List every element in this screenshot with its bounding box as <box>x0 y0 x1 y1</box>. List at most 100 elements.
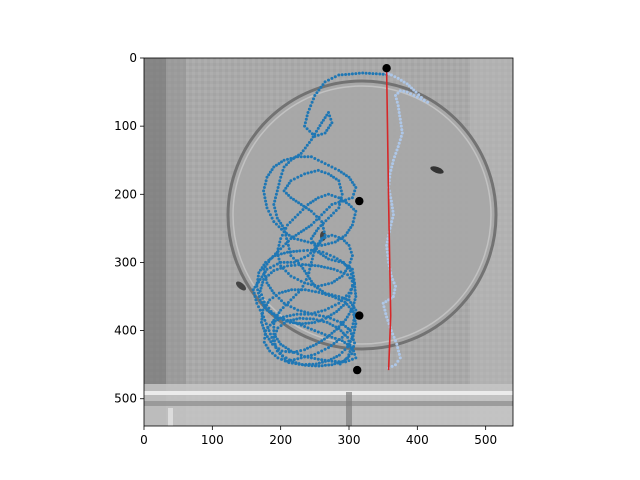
trajectory-point <box>291 218 295 222</box>
trajectory-point <box>313 169 317 173</box>
trajectory-point <box>323 363 327 367</box>
trajectory-point <box>257 295 261 298</box>
trajectory-point <box>267 283 271 287</box>
trajectory-point <box>327 172 330 176</box>
trajectory-point <box>314 197 318 201</box>
trajectory-point <box>321 118 325 122</box>
trajectory-point <box>330 331 334 335</box>
trajectory-point <box>289 196 293 200</box>
trajectory-point <box>308 277 312 281</box>
trajectory-point <box>286 157 289 161</box>
trajectory-point <box>335 278 339 281</box>
trajectory-point <box>273 332 277 336</box>
trajectory-point <box>261 280 265 284</box>
ticks: 0 100 200 300 400 500 0 100 200 300 400 500 <box>114 51 497 447</box>
trajectory-point <box>314 364 317 368</box>
trajectory-point <box>389 168 393 172</box>
trajectory-point <box>264 303 268 307</box>
trajectory-point <box>388 172 392 176</box>
trajectory-point <box>286 272 290 275</box>
trajectory-point <box>333 279 336 283</box>
trajectory-point <box>328 123 332 127</box>
trajectory-point <box>385 315 389 319</box>
trajectory-point <box>409 92 412 96</box>
trajectory-point <box>353 325 357 329</box>
trajectory-point <box>306 171 310 175</box>
trajectory-point <box>276 326 280 330</box>
trajectory-point <box>327 205 331 209</box>
trajectory-point <box>391 216 395 220</box>
trajectory-point <box>299 279 303 283</box>
trajectory-point <box>347 359 351 363</box>
trajectory-point <box>273 319 277 323</box>
trajectory-point <box>323 265 326 269</box>
trajectory-point <box>306 312 310 316</box>
trajectory-point <box>321 221 325 225</box>
trajectory-point <box>347 353 351 357</box>
trajectory-point <box>345 231 349 235</box>
trajectory-point <box>337 168 341 172</box>
trajectory-point <box>286 301 290 304</box>
trajectory-point <box>320 364 324 368</box>
trajectory-point <box>340 350 344 354</box>
trajectory-point <box>303 363 307 367</box>
trajectory-point <box>309 237 313 241</box>
trajectory-point <box>296 288 300 292</box>
trajectory-point <box>277 225 281 229</box>
trajectory-point <box>287 193 291 197</box>
trajectory-point <box>333 201 337 205</box>
y-tick-label: 200 <box>114 187 137 201</box>
trajectory-point <box>396 91 400 95</box>
trajectory-point <box>299 203 303 206</box>
trajectory-point <box>343 348 347 352</box>
trajectory-point <box>344 325 348 328</box>
trajectory-point <box>320 358 324 362</box>
trajectory-point <box>274 209 277 213</box>
trajectory-point <box>354 292 357 295</box>
trajectory-point <box>277 340 281 344</box>
trajectory-point <box>313 357 317 360</box>
trajectory-point <box>310 132 314 136</box>
trajectory-point <box>342 296 346 300</box>
trajectory-point <box>350 276 354 280</box>
trajectory-point <box>299 312 303 316</box>
trajectory-point <box>294 293 298 297</box>
trajectory-point <box>297 263 301 267</box>
trajectory-point <box>327 111 330 114</box>
trajectory-point <box>344 201 348 205</box>
trajectory-point <box>289 254 293 258</box>
trajectory-point <box>347 228 351 232</box>
trajectory-point <box>267 258 271 262</box>
trajectory-point <box>337 236 341 239</box>
trajectory-point <box>303 205 307 209</box>
trajectory-point <box>374 72 378 76</box>
trajectory-point <box>306 240 310 244</box>
trajectory-point <box>296 155 300 159</box>
trajectory-point <box>309 104 313 108</box>
trajectory-point <box>313 132 317 136</box>
trajectory-point <box>255 301 259 305</box>
trajectory-point <box>345 302 349 306</box>
trajectory-point <box>322 320 326 324</box>
trajectory-point <box>308 317 312 321</box>
trajectory-point <box>306 355 310 359</box>
trajectory-point <box>282 260 286 264</box>
trajectory-point <box>299 349 303 353</box>
trajectory-point <box>313 264 317 268</box>
trajectory-point <box>262 326 266 330</box>
trajectory-point <box>301 263 304 266</box>
trajectory-point <box>264 278 268 281</box>
trajectory-point <box>344 294 348 298</box>
trajectory-point <box>304 278 308 281</box>
trajectory-point <box>389 73 393 77</box>
trajectory-point <box>334 177 338 181</box>
trajectory-point <box>289 260 293 264</box>
trajectory-point <box>318 124 322 128</box>
trajectory-point <box>281 315 285 319</box>
trajectory-point <box>304 321 308 325</box>
trajectory-point <box>303 121 307 125</box>
trajectory-point <box>332 255 336 259</box>
trajectory-point <box>422 99 426 103</box>
trajectory-point <box>269 340 273 344</box>
trajectory-point <box>280 224 284 228</box>
